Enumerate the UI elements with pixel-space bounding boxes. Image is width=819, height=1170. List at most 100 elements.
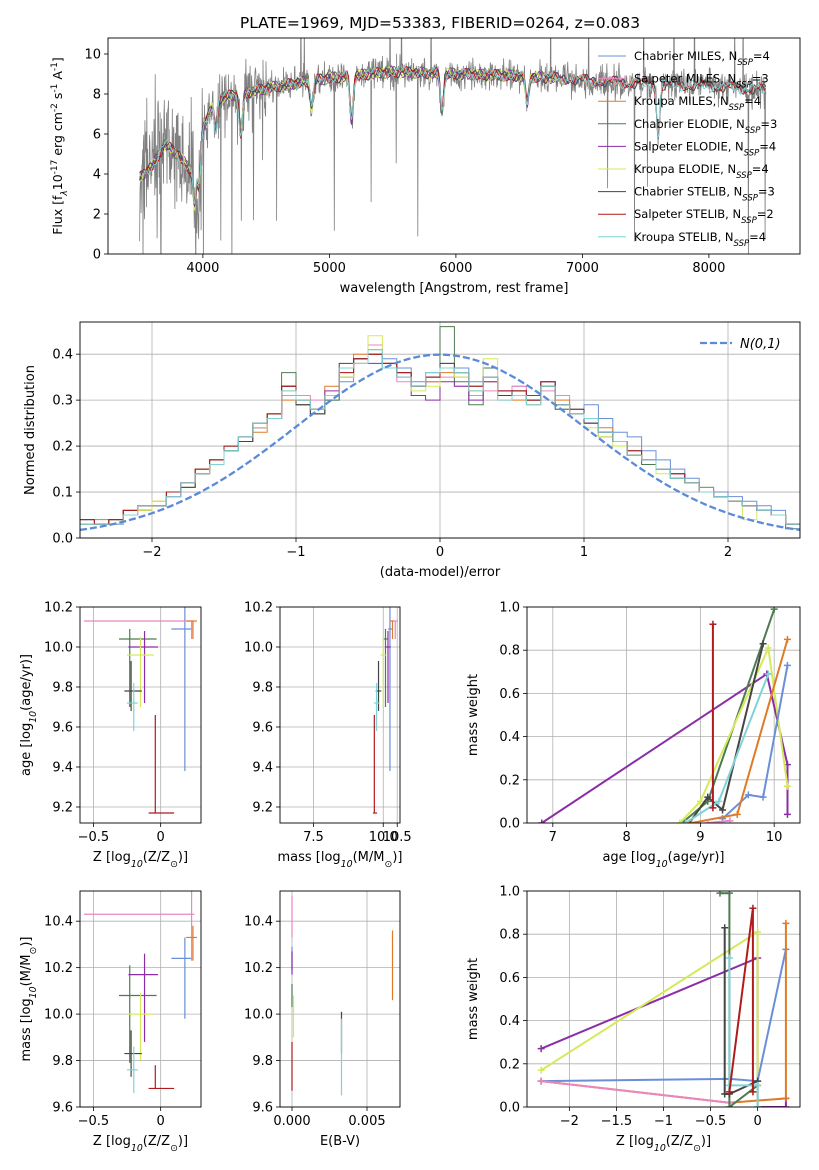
- weight-marker: [682, 819, 690, 823]
- y-axis-label: mass weight: [466, 958, 481, 1040]
- weight-marker: [754, 928, 762, 936]
- grid-lines: [527, 606, 800, 824]
- y-tick-label: 0.6: [499, 971, 520, 986]
- y-tick-label: 10: [84, 48, 101, 63]
- x-tick-label: 8000: [692, 261, 725, 276]
- weight-marker: [709, 804, 717, 812]
- y-tick-label: 9.4: [252, 761, 273, 776]
- errorbar-point-salpeter-elodie: [128, 631, 158, 703]
- y-tick-label: 10.0: [44, 1008, 73, 1023]
- weight-line-salpeter-stelib: [728, 908, 754, 1093]
- x-tick-label: −1.5: [601, 1114, 633, 1129]
- y-axis-label: mass [log10(M/M⊙)]: [19, 936, 39, 1061]
- y-tick-label: 9.8: [252, 681, 273, 696]
- y-tick-label: 0.2: [52, 440, 73, 455]
- plot-area: [139, 38, 767, 254]
- weight-marker: [537, 1077, 545, 1085]
- y-tick-label: 0.8: [499, 644, 520, 659]
- weight-marker: [783, 810, 791, 818]
- y-tick-label: 10.2: [244, 601, 273, 616]
- weight-marker: [764, 670, 772, 678]
- legend-label: Chabrier ELODIE, NSSP=3: [634, 117, 777, 136]
- legend-label: N(0,1): [740, 337, 781, 352]
- y-tick-label: 9.6: [252, 721, 273, 736]
- errorbar-point-chabrier-elodie: [118, 629, 157, 707]
- weight-marker: [764, 644, 772, 652]
- weight-line-salpeter-miles: [540, 1080, 730, 1104]
- x-axis-label: (data-model)/error: [380, 565, 501, 580]
- y-tick-label: 10.4: [244, 915, 273, 930]
- weight-marker: [726, 817, 734, 823]
- y-tick-label: 0.4: [52, 348, 73, 363]
- tick-marks: 0.000 0.005 9.6 9.8 10.0 10.2 10.4: [244, 915, 386, 1129]
- x-tick-label: 5000: [313, 261, 346, 276]
- legend-label: Salpeter ELODIE, NSSP=4: [634, 139, 776, 158]
- axes-residuals: −2 −1 0 1 2 0.0 0.1 0.2 0.3 0.4 (data-model)/error…: [23, 321, 801, 580]
- weight-marker: [782, 1094, 790, 1102]
- x-tick-label: 9: [696, 830, 704, 845]
- x-tick-label: −0.5: [695, 1114, 727, 1129]
- tick-marks: −0.5 0 9.6 9.8 10.0 10.2 10.4: [44, 915, 165, 1129]
- grid-lines: [280, 891, 400, 1108]
- observed-spectrum-line: [139, 38, 767, 254]
- plot-area: [84, 607, 197, 814]
- weight-marker: [696, 797, 704, 805]
- y-tick-label: 10.4: [44, 915, 73, 930]
- grid-lines: [280, 606, 400, 823]
- x-tick-label: 1: [580, 545, 588, 560]
- x-tick-label: 10.5: [383, 830, 412, 845]
- x-tick-label: −0.5: [78, 1114, 110, 1129]
- y-tick-label: 0.0: [499, 1101, 520, 1116]
- y-tick-label: 10.2: [44, 601, 73, 616]
- y-tick-label: 10.0: [44, 641, 73, 656]
- y-tick-label: 8: [93, 88, 101, 103]
- x-tick-label: −2: [142, 545, 161, 560]
- tick-marks: 7 8 9 10 0.0 0.2 0.4 0.6 0.8 1.0: [499, 601, 782, 846]
- weight-marker: [783, 782, 791, 790]
- y-tick-label: 0.2: [499, 773, 520, 788]
- plot-area: [372, 607, 399, 814]
- weight-marker: [782, 1103, 790, 1107]
- x-axis-label: age [log10(age/yr)]: [602, 850, 724, 870]
- y-tick-label: 0.3: [52, 394, 73, 409]
- legend-label: Chabrier MILES, NSSP=4: [634, 49, 770, 68]
- y-tick-label: 0.6: [499, 687, 520, 702]
- y-tick-label: 0.8: [499, 928, 520, 943]
- weight-marker: [725, 1103, 733, 1107]
- axes-frame: [79, 321, 801, 539]
- weight-line-kroupa-stelib: [728, 958, 759, 1107]
- x-tick-label: 6000: [439, 261, 472, 276]
- y-tick-label: 9.2: [52, 801, 73, 816]
- errorbar-point-salpeter-miles: [84, 620, 195, 639]
- tick-marks: 4000 5000 6000 7000 8000 0 2 4 6 8 10: [84, 48, 725, 277]
- errorbar-point-kroupa-elodie: [380, 637, 387, 707]
- weight-marker: [676, 819, 684, 823]
- y-axis-label: Normed distribution: [23, 365, 38, 495]
- y-tick-label: 10.2: [244, 961, 273, 976]
- x-tick-label: 4000: [186, 261, 219, 276]
- errorbar-point-kroupa-elodie: [127, 637, 154, 707]
- axes-spectrum: 4000 5000 6000 7000 8000 0 2 4 6 8 10 wavelength [A…: [50, 37, 801, 296]
- x-tick-label: −0.5: [78, 830, 110, 845]
- x-tick-label: 0: [157, 830, 165, 845]
- weight-marker: [719, 806, 727, 814]
- x-tick-label: 0: [436, 545, 444, 560]
- weight-marker: [537, 1045, 545, 1053]
- x-tick-label: 10.0: [369, 830, 398, 845]
- weight-marker: [770, 607, 778, 613]
- weight-marker: [704, 793, 712, 801]
- x-tick-label: 0.005: [348, 1114, 385, 1129]
- axes-frame: [107, 37, 801, 255]
- spectrum-legend: Chabrier MILES, NSSP=4 Salpeter MILES, NS…: [598, 49, 777, 249]
- axes-mass-vs-Z: −0.5 0 9.6 9.8 10.0 10.2 10.4 Z [log10(Z/Z⊙)] ma…: [19, 890, 202, 1154]
- tick-marks: −0.5 0 9.2 9.4 9.6 9.8 10.0 10.2: [44, 601, 165, 846]
- weight-line-kroupa-miles: [691, 639, 789, 823]
- errorbar-point-kroupa-stelib: [373, 683, 380, 731]
- errorbar-point-salpeter-stelib: [372, 715, 378, 814]
- model-line-kroupa-stelib: [139, 66, 767, 205]
- weight-marker: [749, 904, 757, 912]
- y-tick-label: 10.0: [244, 1008, 273, 1023]
- x-axis-label: Z [log10(Z/Z⊙)]: [93, 850, 188, 870]
- figure-title: PLATE=1969, MJD=53383, FIBERID=0264, z=0…: [240, 14, 640, 32]
